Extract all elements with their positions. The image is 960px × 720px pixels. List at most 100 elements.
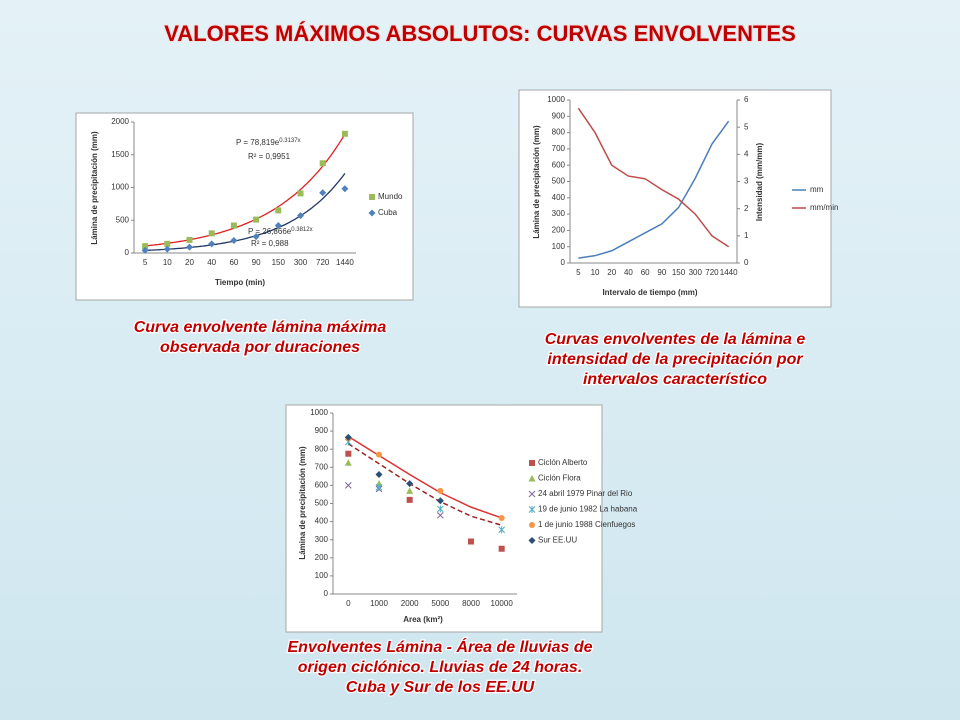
x-tick-label: 5000 — [431, 599, 449, 608]
marker — [376, 451, 382, 458]
x-tick-label: 1440 — [336, 258, 354, 267]
legend-marker — [368, 209, 376, 217]
x-tick-label: 90 — [252, 258, 261, 267]
marker — [208, 240, 216, 248]
y2-tick-label: 2 — [744, 204, 749, 213]
marker — [319, 160, 326, 167]
annotation-text: P = 26,866e — [248, 227, 292, 236]
marker — [230, 237, 238, 245]
envelope-line — [347, 435, 502, 519]
annotation: P = 78,819e0.3137x — [236, 138, 301, 148]
y-tick-label: 200 — [552, 226, 566, 235]
legend-marker — [528, 490, 536, 498]
marker — [319, 189, 327, 197]
legend-label: 24 abril 1979 Pinar del Rio — [538, 489, 633, 498]
legend-marker — [528, 506, 536, 513]
y-tick-label: 400 — [315, 517, 329, 526]
slide-title: VALORES MÁXIMOS ABSOLUTOS: CURVAS ENVOLV… — [164, 21, 796, 46]
y-tick-label: 900 — [552, 111, 566, 120]
y2-tick-label: 1 — [744, 231, 749, 240]
marker — [186, 243, 193, 251]
y2-tick-label: 0 — [744, 258, 749, 267]
x-tick-label: 1440 — [720, 268, 738, 277]
annotation-text: R² = 0,9951 — [248, 152, 291, 161]
x-tick-label: 5 — [143, 258, 148, 267]
annotation: P = 26,866e0.3812x — [248, 227, 313, 237]
line — [577, 107, 730, 248]
marker — [297, 212, 304, 220]
annotation-sup: 0.3137x — [279, 138, 300, 144]
x-tick-label: 20 — [185, 258, 194, 267]
trend-line — [145, 173, 346, 252]
y-tick-label: 1500 — [111, 150, 129, 159]
marker — [230, 222, 237, 229]
marker — [468, 538, 474, 545]
legend-marker — [529, 460, 535, 466]
marker — [498, 526, 506, 534]
x-tick-label: 20 — [607, 268, 616, 277]
legend-label: Ciclón Alberto — [538, 458, 588, 467]
x-tick-label: 720 — [705, 268, 719, 277]
marker — [297, 190, 304, 197]
x-tick-label: 300 — [689, 268, 703, 277]
annotation-sup: 0.3812x — [291, 227, 312, 233]
marker — [341, 130, 348, 137]
marker — [436, 511, 444, 519]
y-tick-label: 1000 — [547, 95, 565, 104]
y-tick-label: 0 — [125, 248, 130, 257]
x-axis-title: Area (km²) — [403, 615, 443, 624]
y-tick-label: 300 — [552, 209, 566, 218]
x-tick-label: 150 — [272, 258, 286, 267]
marker — [163, 245, 171, 253]
marker — [375, 471, 383, 479]
x-tick-label: 90 — [657, 268, 666, 277]
line — [578, 120, 730, 259]
x-tick-label: 0 — [346, 599, 351, 608]
caption: observada por duraciones — [160, 339, 360, 356]
y-tick-label: 500 — [552, 177, 566, 186]
y-tick-label: 1000 — [111, 183, 129, 192]
marker — [141, 246, 149, 254]
marker — [436, 505, 444, 513]
y-tick-label: 0 — [324, 589, 329, 598]
legend-label: Ciclón Flora — [538, 474, 581, 483]
x-tick-label: 300 — [294, 258, 308, 267]
y-tick-label: 200 — [315, 553, 329, 562]
marker — [164, 240, 171, 247]
caption: Curva envolvente lámina máxima — [134, 319, 387, 336]
marker — [142, 243, 149, 250]
y2-axis-title: Intensidad (mm/mm) — [755, 143, 764, 222]
y-tick-label: 600 — [552, 160, 566, 169]
envelope-line — [347, 443, 502, 526]
marker — [375, 483, 383, 491]
y-tick-label: 500 — [116, 215, 130, 224]
caption: Cuba y Sur de los EE.UU — [346, 679, 535, 696]
legend-label: mm — [810, 185, 824, 194]
x-tick-label: 720 — [316, 258, 330, 267]
x-tick-label: 10 — [591, 268, 600, 277]
x-tick-label: 60 — [641, 268, 650, 277]
y-tick-label: 100 — [552, 242, 566, 251]
x-tick-label: 150 — [672, 268, 686, 277]
x-axis-title: Intervalo de tiempo (mm) — [602, 288, 697, 297]
x-tick-label: 5 — [576, 268, 581, 277]
x-tick-label: 60 — [229, 258, 238, 267]
marker — [406, 496, 413, 503]
y2-tick-label: 6 — [744, 95, 749, 104]
chart-frame — [518, 89, 832, 308]
legend-marker — [529, 522, 535, 528]
caption: intensidad de la precipitación por — [547, 351, 803, 368]
legend-label: 1 de junio 1988 Cienfuegos — [538, 520, 635, 529]
y-tick-label: 1000 — [310, 408, 328, 417]
y-tick-label: 600 — [315, 481, 329, 490]
marker — [344, 482, 352, 489]
marker — [437, 487, 444, 494]
legend-label: mm/min — [810, 203, 838, 212]
y-tick-label: 900 — [315, 426, 329, 435]
annotation-text: P = 78,819e — [236, 138, 280, 147]
caption: intervalos característico — [583, 371, 767, 388]
legend-label: 19 de junio 1982 La habana — [538, 505, 638, 514]
x-tick-label: 10 — [163, 258, 172, 267]
y-tick-label: 800 — [552, 128, 566, 137]
